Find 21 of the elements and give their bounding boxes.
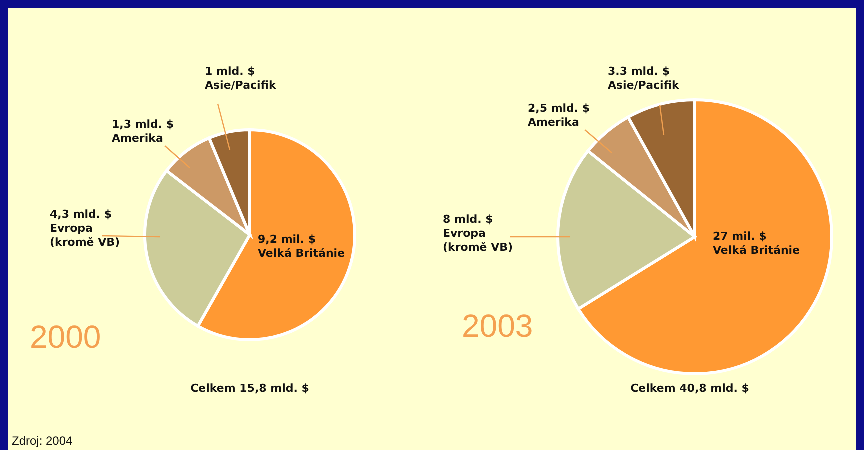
slice-label: Amerika — [528, 116, 580, 129]
text: 2000 — [30, 319, 102, 355]
data-label: 1 mld. $ — [205, 65, 256, 78]
slice-label: Evropa (kromě VB) — [50, 222, 120, 249]
slice-label: Evropa (kromě VB) — [443, 227, 514, 254]
text: Celkem 15,8 mld. $ — [190, 382, 310, 395]
text: Celkem 40,8 mld. $ — [630, 382, 750, 395]
text: 2003 — [462, 308, 534, 344]
slice-label: Asie/Pacifik — [608, 79, 680, 92]
slice-label: Amerika — [112, 132, 164, 145]
data-label: 4,3 mld. $ — [50, 208, 112, 221]
data-label: 27 mil. $ — [713, 230, 767, 243]
data-label: 8 mld. $ — [443, 213, 494, 226]
data-label: 3.3 mld. $ — [608, 65, 670, 78]
slice-label: Velká Británie — [258, 247, 346, 260]
data-label: 2,5 mld. $ — [528, 102, 590, 115]
data-label: 9,2 mil. $ — [258, 233, 316, 246]
data-label: 1,3 mld. $ — [112, 118, 174, 131]
text: Zdroj: 2004 — [12, 434, 74, 448]
slice-label: Asie/Pacifik — [205, 79, 277, 92]
slice-label: Velká Británie — [713, 244, 800, 257]
